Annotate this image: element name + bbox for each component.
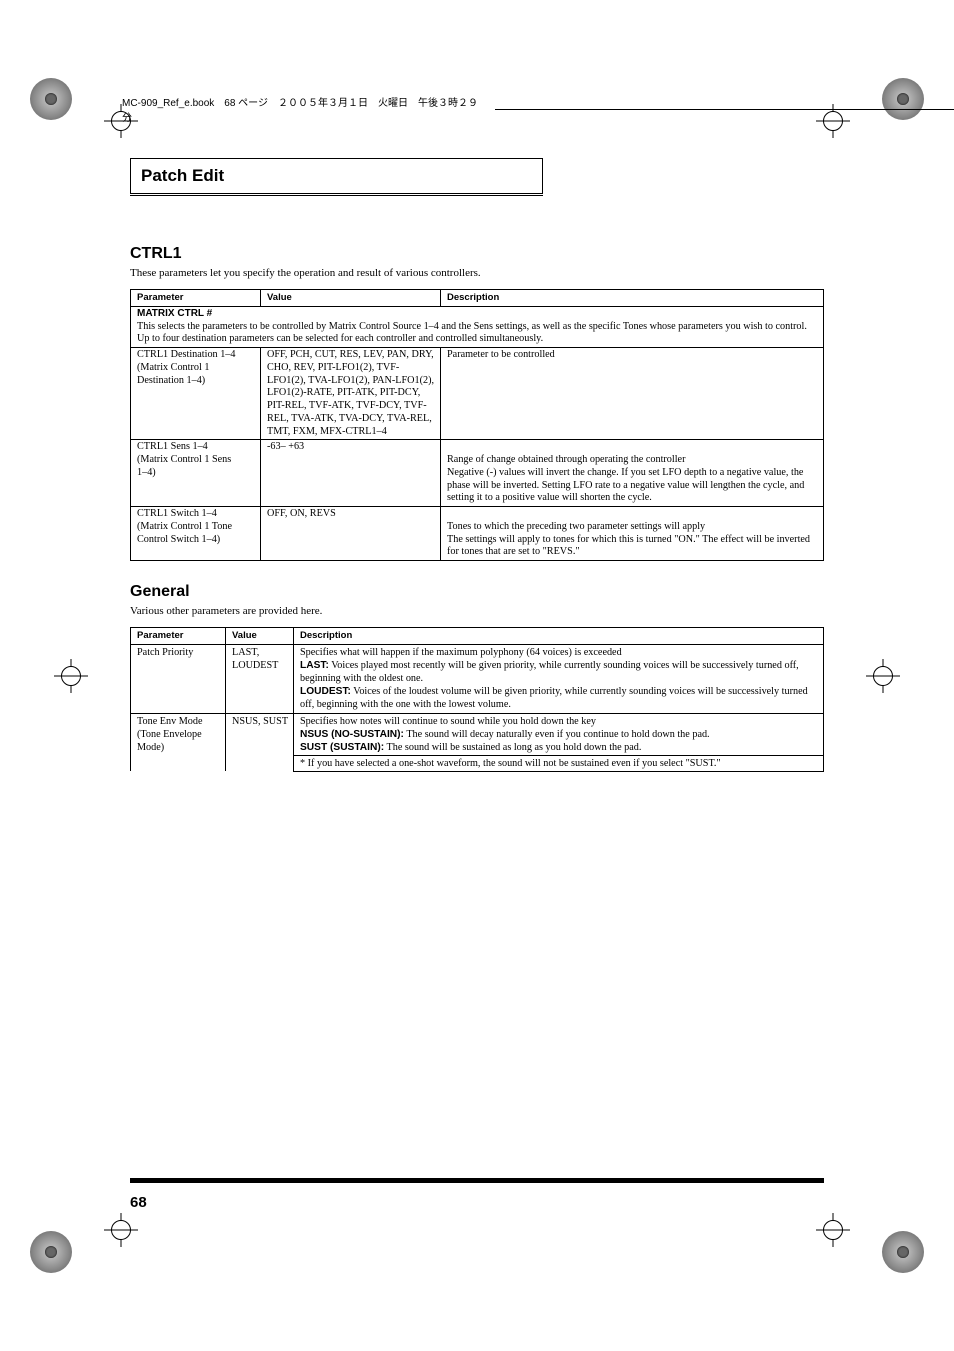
- nsus-label: NSUS (NO-SUSTAIN):: [300, 729, 404, 740]
- page-title-box: Patch Edit: [130, 158, 543, 194]
- print-header: MC-909_Ref_e.book 68 ページ ２００５年３月１日 火曜日 午…: [122, 94, 954, 124]
- col-value: Value: [226, 628, 294, 645]
- general-table: Parameter Value Description Patch Priori…: [130, 627, 824, 772]
- desc-lead: Specifies what will happen if the maximu…: [300, 647, 622, 658]
- table-subhead-row: MATRIX CTRL # This selects the parameter…: [131, 306, 824, 347]
- table-cell: CTRL1 Switch 1–4 (Matrix Control 1 Tone …: [131, 507, 261, 561]
- page-content: Patch Edit CTRL1 These parameters let yo…: [130, 158, 824, 772]
- footer-rule: [130, 1178, 824, 1183]
- col-parameter: Parameter: [131, 628, 226, 645]
- last-label: LAST:: [300, 660, 329, 671]
- table-cell: Tone Env Mode (Tone Envelope Mode): [131, 713, 226, 771]
- table-cell: OFF, ON, REVS: [261, 507, 441, 561]
- sust-label: SUST (SUSTAIN):: [300, 742, 384, 753]
- table-cell: Specifies how notes will continue to sou…: [294, 713, 824, 755]
- table-cell: Patch Priority: [131, 645, 226, 713]
- table-cell: -63– +63: [261, 440, 441, 507]
- book-page-info: MC-909_Ref_e.book 68 ページ ２００５年３月１日 火曜日 午…: [122, 94, 487, 124]
- col-parameter: Parameter: [131, 290, 261, 307]
- table-cell: Specifies what will happen if the maximu…: [294, 645, 824, 713]
- table-cell: Range of change obtained through operati…: [441, 440, 824, 507]
- desc-lead: Specifies how notes will continue to sou…: [300, 716, 596, 727]
- table-cell-note: * If you have selected a one-shot wavefo…: [294, 755, 824, 771]
- section-intro-ctrl1: These parameters let you specify the ope…: [130, 267, 824, 279]
- page-number: 68: [130, 1194, 147, 1211]
- table-cell: Tones to which the preceding two paramet…: [441, 507, 824, 561]
- table-cell-text: Tones to which the preceding two paramet…: [447, 521, 810, 558]
- ctrl1-table: Parameter Value Description MATRIX CTRL …: [130, 289, 824, 561]
- loudest-label: LOUDEST:: [300, 686, 351, 697]
- table-cell: CTRL1 Sens 1–4 (Matrix Control 1 Sens 1–…: [131, 440, 261, 507]
- table-cell: CTRL1 Destination 1–4 (Matrix Control 1 …: [131, 348, 261, 440]
- table-cell: Parameter to be controlled: [441, 348, 824, 440]
- table-cell: LAST, LOUDEST: [226, 645, 294, 713]
- registration-mark-icon: [30, 1231, 72, 1273]
- section-intro-general: Various other parameters are provided he…: [130, 605, 824, 617]
- col-description: Description: [294, 628, 824, 645]
- col-value: Value: [261, 290, 441, 307]
- nsus-text: The sound will decay naturally even if y…: [404, 729, 710, 740]
- col-description: Description: [441, 290, 824, 307]
- page-title: Patch Edit: [141, 166, 224, 186]
- matrix-ctrl-subdesc: This selects the parameters to be contro…: [137, 321, 807, 345]
- section-heading-ctrl1: CTRL1: [130, 245, 824, 263]
- registration-mark-icon: [882, 1231, 924, 1273]
- sust-text: The sound will be sustained as long as y…: [384, 742, 641, 753]
- table-cell: NSUS, SUST: [226, 713, 294, 771]
- table-cell: OFF, PCH, CUT, RES, LEV, PAN, DRY, CHO, …: [261, 348, 441, 440]
- last-text: Voices played most recently will be give…: [300, 660, 799, 684]
- crop-mark-icon: [104, 1213, 138, 1247]
- table-cell-text: Range of change obtained through operati…: [447, 454, 804, 503]
- loudest-text: Voices of the loudest volume will be giv…: [300, 686, 808, 710]
- matrix-ctrl-subhead: MATRIX CTRL #: [137, 308, 212, 319]
- crop-mark-icon: [54, 659, 88, 693]
- title-underline: [130, 195, 543, 196]
- registration-mark-icon: [30, 78, 72, 120]
- section-heading-general: General: [130, 583, 824, 601]
- crop-mark-icon: [816, 1213, 850, 1247]
- crop-mark-icon: [866, 659, 900, 693]
